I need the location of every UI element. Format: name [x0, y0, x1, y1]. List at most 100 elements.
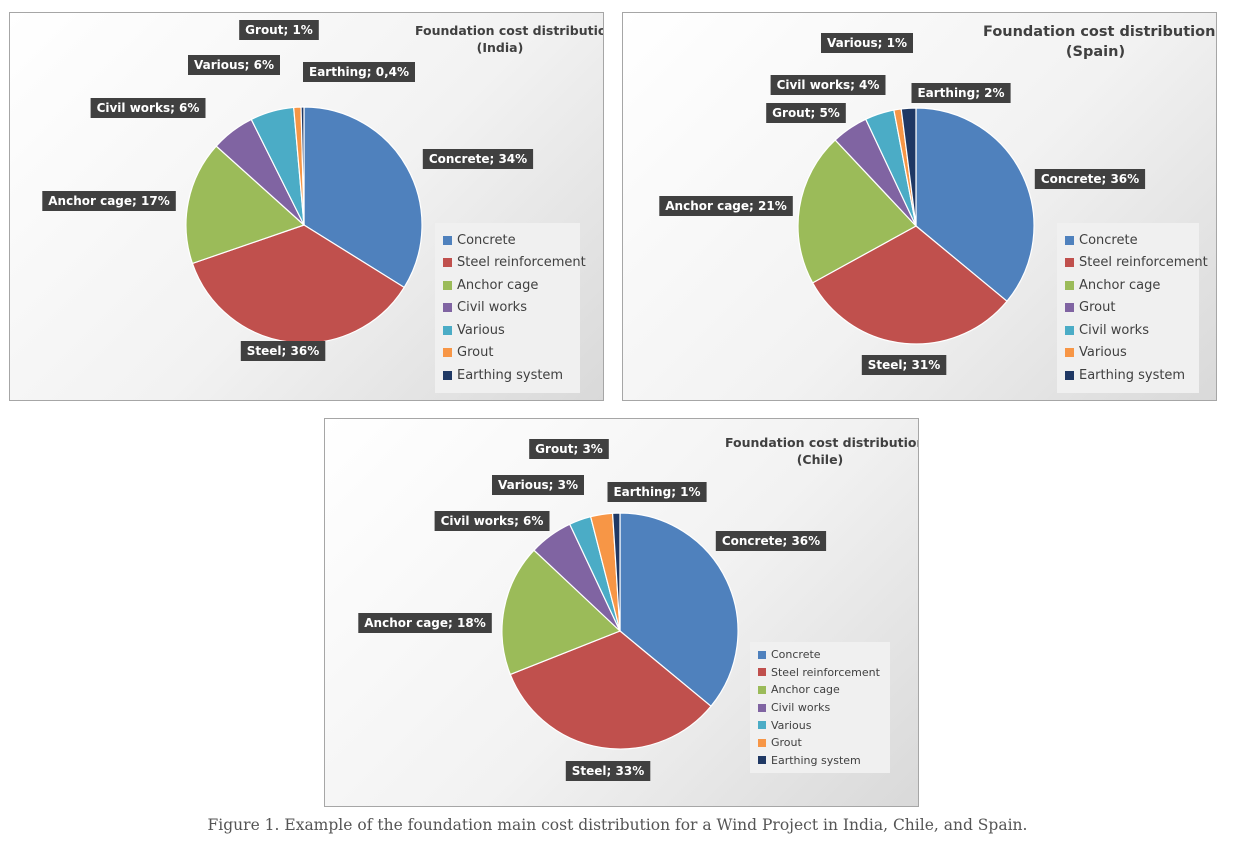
legend-swatch — [1065, 235, 1074, 245]
data-label-box — [90, 98, 206, 118]
pie-slice-concrete — [915, 107, 1035, 303]
data-label-box — [434, 511, 550, 531]
legend-item-civil-works: Civil works — [443, 297, 572, 320]
legend-label: Various — [771, 718, 812, 732]
legend-label: Civil works — [771, 701, 831, 715]
pie-slice-concrete — [303, 106, 423, 289]
pie-slice-steel-reinforcement — [811, 225, 1008, 345]
legend-label: Steel reinforcement — [771, 665, 880, 679]
data-label-box — [529, 439, 609, 459]
data-label-earthing-system: Earthing; 2% — [911, 83, 1011, 103]
pie-slice-earthing-system — [611, 512, 621, 632]
data-label-box — [766, 103, 846, 123]
legend-item-anchor-cage: Anchor cage — [758, 681, 882, 699]
data-label-grout: Grout; 5% — [766, 103, 846, 123]
data-label-steel-reinforcement: Steel; 36% — [240, 341, 326, 361]
data-label-text: Earthing; 1% — [613, 485, 700, 499]
chart-title: Foundation cost distribution (Chile) — [725, 435, 919, 469]
legend-item-anchor-cage: Anchor cage — [443, 274, 572, 297]
data-label-text: Earthing; 0,4% — [309, 65, 409, 79]
data-label-text: Civil works; 6% — [97, 101, 200, 115]
legend-swatch — [443, 303, 452, 313]
legend-swatch — [443, 258, 452, 268]
chart-title-text: Foundation cost distribution — [725, 435, 919, 450]
data-label-steel-reinforcement: Steel; 33% — [565, 761, 651, 781]
legend-label: Steel reinforcement — [1079, 255, 1208, 271]
legend-swatch — [1065, 303, 1074, 313]
chart-subtitle-text: (Spain) — [1065, 43, 1126, 60]
legend-item-civil-works: Civil works — [1065, 319, 1191, 342]
data-label-text: Various; 3% — [498, 478, 578, 492]
legend-swatch — [1065, 280, 1074, 290]
pie-chart-svg: Concrete; 36% Steel; 33% Anchor cage; 18% C… — [358, 439, 827, 781]
data-label-anchor-cage: Anchor cage; 21% — [659, 196, 793, 216]
data-label-box — [821, 33, 913, 53]
legend-item-earthing-system: Earthing system — [443, 364, 572, 387]
legend-swatch — [758, 756, 766, 765]
data-label-box — [188, 55, 280, 75]
data-label-grout: Grout; 1% — [239, 20, 319, 40]
data-label-text: Various; 6% — [194, 58, 274, 72]
legend-swatch — [443, 235, 452, 245]
legend-label: Civil works — [457, 300, 527, 316]
data-label-grout: Grout; 3% — [529, 439, 609, 459]
legend-swatch — [443, 348, 452, 358]
data-label-various: Various; 1% — [821, 33, 913, 53]
legend-label: Various — [457, 322, 505, 338]
legend-item-concrete: Concrete — [758, 646, 882, 664]
figure-caption: Figure 1. Example of the foundation main… — [207, 816, 1028, 834]
data-label-text: Grout; 3% — [535, 442, 603, 456]
legend-item-steel-reinforcement: Steel reinforcement — [758, 664, 882, 682]
data-label-anchor-cage: Anchor cage; 18% — [358, 613, 492, 633]
data-label-civil-works: Civil works; 6% — [90, 98, 206, 118]
legend-swatch — [1065, 348, 1074, 358]
legend-swatch — [758, 650, 766, 659]
legend-label: Various — [1079, 345, 1127, 361]
pie-chart-svg: Concrete; 34% Steel; 36% Anchor cage; 17% C… — [42, 20, 534, 361]
legend-swatch — [758, 738, 766, 747]
data-label-text: Various; 1% — [827, 36, 907, 50]
data-label-text: Steel; 31% — [868, 358, 940, 372]
data-label-civil-works: Civil works; 6% — [434, 511, 550, 531]
data-label-text: Earthing; 2% — [917, 86, 1004, 100]
pie-chart-svg: Concrete; 36% Steel; 31% Anchor cage; 21% G… — [659, 33, 1146, 375]
data-label-concrete: Concrete; 34% — [422, 149, 534, 169]
legend-item-grout: Grout — [443, 342, 572, 365]
legend-item-earthing-system: Earthing system — [758, 752, 882, 770]
data-label-box — [240, 341, 326, 361]
pie-slice-anchor-cage — [501, 549, 622, 676]
data-label-box — [659, 196, 793, 216]
data-label-box — [770, 75, 886, 95]
data-label-text: Concrete; 36% — [1041, 172, 1139, 186]
legend-swatch — [1065, 325, 1074, 335]
data-label-text: Grout; 1% — [245, 23, 313, 37]
chart-legend: Concrete Steel reinforcement Anchor cage Gr… — [1057, 223, 1208, 393]
data-label-box — [239, 20, 319, 40]
pie-slice-concrete — [619, 512, 739, 708]
legend-label: Anchor cage — [771, 683, 840, 697]
legend-label: Concrete — [457, 232, 516, 248]
pie-slice-anchor-cage — [185, 145, 306, 265]
chart-legend: Concrete Steel reinforcement Anchor cage Ci… — [750, 642, 890, 774]
data-label-text: Anchor cage; 17% — [48, 194, 169, 208]
data-label-box — [911, 83, 1011, 103]
legend-swatch — [443, 280, 452, 290]
data-label-various: Various; 3% — [492, 475, 584, 495]
data-label-concrete: Concrete; 36% — [715, 531, 827, 551]
data-label-text: Grout; 5% — [772, 106, 840, 120]
data-label-text: Civil works; 4% — [777, 78, 880, 92]
legend-item-concrete: Concrete — [443, 229, 572, 252]
data-label-earthing-system: Earthing; 1% — [607, 482, 707, 502]
data-label-text: Anchor cage; 21% — [665, 199, 786, 213]
legend-label: Concrete — [1079, 232, 1138, 248]
data-label-box — [1034, 169, 1146, 189]
legend-item-civil-works: Civil works — [758, 699, 882, 717]
chart-title-text: Foundation cost distribution — [983, 24, 1216, 40]
legend-label: Earthing system — [1079, 367, 1186, 383]
data-label-civil-works: Civil works; 4% — [770, 75, 886, 95]
data-label-text: Concrete; 36% — [722, 534, 820, 548]
legend-label: Civil works — [1079, 322, 1149, 338]
data-label-anchor-cage: Anchor cage; 17% — [42, 191, 176, 211]
chart-legend: Concrete Steel reinforcement Anchor cage Ci… — [435, 223, 586, 393]
data-label-box — [607, 482, 707, 502]
